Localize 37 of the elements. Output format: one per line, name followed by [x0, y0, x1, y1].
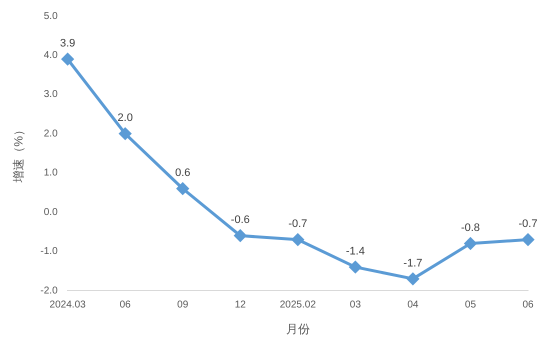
y-tick-label: 4.0	[44, 50, 58, 61]
y-tick-label: -1.0	[40, 246, 58, 258]
x-axis-title: 月份	[286, 322, 310, 336]
y-tick-label: 1.0	[44, 168, 58, 179]
data-label: 3.9	[60, 38, 76, 50]
point	[176, 182, 189, 195]
data-label: 0.6	[175, 167, 190, 180]
y-tick-label: 2.0	[44, 128, 58, 140]
x-tick-label: 03	[350, 299, 362, 310]
y-tick-label: 5.0	[44, 10, 58, 22]
x-tick-label: 05	[464, 299, 476, 310]
x-tick-label: 06	[522, 299, 534, 310]
data-label: -0.7	[518, 218, 538, 230]
x-tick-label: 09	[177, 299, 189, 310]
data-label: -0.8	[460, 222, 480, 234]
y-tick-label: -2.0	[40, 285, 58, 296]
data-label: -0.6	[230, 214, 250, 226]
point	[406, 272, 419, 285]
data-label: -1.7	[403, 257, 422, 270]
data-label: 2.0	[118, 112, 133, 124]
point	[292, 234, 304, 246]
x-tick-label: 2024.03	[50, 299, 86, 310]
point	[464, 238, 476, 250]
y-axis-title: 增速（%）	[12, 124, 26, 184]
data-label: -1.4	[346, 246, 365, 258]
point	[119, 128, 132, 140]
y-tick-label: 3.0	[44, 89, 58, 100]
y-tick-label: 0.0	[44, 206, 58, 218]
x-tick-label: 2025.02	[280, 299, 316, 310]
point	[522, 234, 534, 246]
x-tick-label: 04	[407, 299, 419, 310]
x-tick-label: 06	[120, 299, 132, 310]
point	[349, 261, 362, 274]
data-label: -0.7	[288, 218, 308, 230]
point	[234, 230, 246, 242]
point	[62, 53, 74, 66]
x-tick-label: 12	[234, 299, 246, 310]
